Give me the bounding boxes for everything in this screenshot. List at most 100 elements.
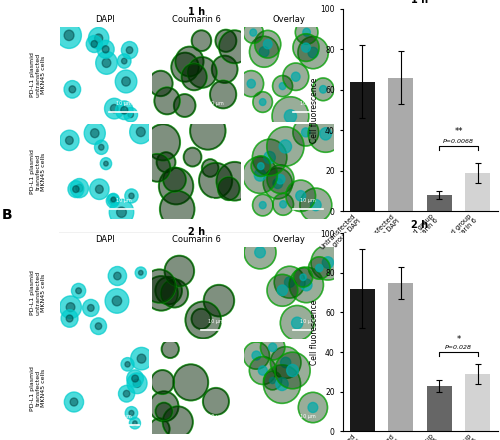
Circle shape [104,98,124,119]
Text: PD-L1 plasmid
untransfected
MKN45 cells: PD-L1 plasmid untransfected MKN45 cells [30,271,46,315]
Text: **: ** [454,127,463,136]
Circle shape [275,352,310,389]
Circle shape [252,194,273,216]
Circle shape [296,20,318,44]
Circle shape [283,63,308,91]
Text: 10 μm: 10 μm [208,198,224,203]
Circle shape [127,373,147,394]
Circle shape [126,47,133,54]
Circle shape [250,356,276,385]
Circle shape [112,296,122,306]
Title: 1 h: 1 h [412,0,428,5]
Circle shape [303,28,310,36]
Circle shape [247,79,256,88]
Circle shape [260,99,266,106]
Circle shape [300,279,312,291]
Circle shape [267,275,298,306]
Circle shape [76,288,82,294]
Circle shape [310,199,321,211]
Text: 10 μm: 10 μm [208,101,224,106]
Circle shape [280,201,286,208]
Circle shape [279,83,286,90]
Circle shape [252,351,260,360]
Circle shape [121,358,134,371]
Circle shape [190,112,226,150]
Circle shape [132,421,137,425]
Circle shape [121,106,128,114]
Circle shape [90,129,99,138]
Circle shape [300,188,332,222]
Bar [388,282,413,431]
Circle shape [202,159,218,177]
Text: P=0.028: P=0.028 [445,345,472,350]
Bar [350,82,374,211]
Circle shape [60,296,82,319]
Circle shape [272,97,309,136]
Circle shape [264,168,292,199]
Circle shape [272,76,292,97]
Circle shape [66,136,73,144]
Circle shape [254,247,266,258]
Circle shape [276,378,288,391]
Circle shape [154,88,180,114]
Circle shape [124,390,130,397]
Circle shape [250,29,256,36]
Text: P=0.0068: P=0.0068 [443,139,474,144]
Circle shape [150,391,178,422]
Circle shape [96,51,118,74]
Text: 1 h: 1 h [188,7,206,17]
Circle shape [320,128,332,140]
Circle shape [204,285,234,316]
Text: A: A [2,0,12,2]
Circle shape [162,406,193,438]
Circle shape [66,303,75,312]
Circle shape [302,128,310,137]
Circle shape [69,86,75,93]
Circle shape [144,276,178,311]
Text: Coumarin 6: Coumarin 6 [172,15,222,24]
Circle shape [156,152,176,172]
Circle shape [106,194,119,208]
Circle shape [264,365,300,403]
Circle shape [316,264,323,272]
Text: 10 μm: 10 μm [300,101,316,106]
Circle shape [289,267,324,303]
Text: 10 μm: 10 μm [300,414,316,418]
Circle shape [264,40,272,49]
Circle shape [66,315,73,322]
Circle shape [254,169,266,181]
Circle shape [273,193,293,215]
Circle shape [130,418,140,429]
Circle shape [311,245,345,280]
Text: DAPI: DAPI [95,235,114,244]
Circle shape [260,202,266,209]
Circle shape [302,43,310,52]
Circle shape [159,168,194,205]
Circle shape [274,266,305,298]
Circle shape [277,285,287,296]
Circle shape [90,179,109,199]
Circle shape [254,30,281,58]
Text: DAPI: DAPI [95,15,114,24]
Text: 2 h: 2 h [188,227,206,237]
Circle shape [298,37,328,69]
Circle shape [239,70,264,97]
Circle shape [188,57,216,88]
Circle shape [114,272,121,280]
Circle shape [163,168,186,192]
Circle shape [64,81,80,98]
Bar [350,289,374,431]
Circle shape [292,317,303,329]
Circle shape [212,55,238,83]
Circle shape [125,189,138,203]
Circle shape [162,340,179,358]
Text: 10 μm: 10 μm [300,198,316,203]
Circle shape [268,343,276,352]
Circle shape [174,94,196,117]
Circle shape [192,309,211,329]
Circle shape [284,110,296,123]
Circle shape [267,127,304,166]
Circle shape [126,370,144,387]
Circle shape [244,236,276,269]
Circle shape [174,364,208,400]
